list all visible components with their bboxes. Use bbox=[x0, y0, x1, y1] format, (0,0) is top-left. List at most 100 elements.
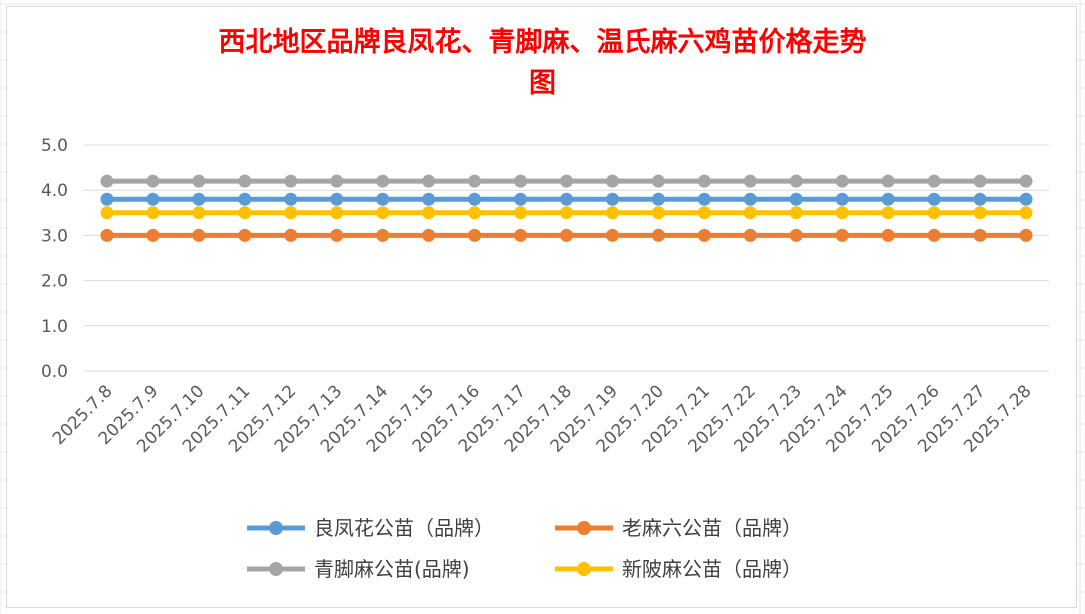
data-point bbox=[973, 192, 987, 206]
legend-label: 老麻六公苗（品牌） bbox=[622, 516, 802, 540]
legend-label: 青脚麻公苗(品牌) bbox=[314, 557, 470, 581]
data-point bbox=[881, 228, 895, 242]
chart-title-line-1: 西北地区品牌良凤花、青脚麻、温氏麻六鸡苗价格走势 bbox=[218, 27, 867, 58]
data-point bbox=[468, 228, 482, 242]
data-point bbox=[697, 192, 711, 206]
data-point bbox=[284, 206, 298, 220]
data-point bbox=[927, 228, 941, 242]
y-tick-label: 0.0 bbox=[41, 362, 68, 382]
data-point bbox=[973, 206, 987, 220]
data-point bbox=[146, 228, 160, 242]
data-point bbox=[100, 174, 114, 188]
data-point bbox=[238, 192, 252, 206]
data-point bbox=[330, 174, 344, 188]
legend-swatch-marker bbox=[577, 521, 591, 535]
data-point bbox=[927, 174, 941, 188]
data-point bbox=[881, 192, 895, 206]
data-point bbox=[468, 206, 482, 220]
data-point bbox=[1019, 192, 1033, 206]
data-point bbox=[192, 174, 206, 188]
data-point bbox=[743, 206, 757, 220]
data-point bbox=[376, 192, 390, 206]
data-point bbox=[192, 228, 206, 242]
data-point bbox=[100, 192, 114, 206]
legend-item[interactable]: 新陂麻公苗（品牌） bbox=[555, 557, 802, 581]
data-point bbox=[468, 174, 482, 188]
data-point bbox=[1019, 174, 1033, 188]
data-point bbox=[422, 192, 436, 206]
data-point bbox=[146, 192, 160, 206]
data-point bbox=[146, 206, 160, 220]
data-point bbox=[422, 228, 436, 242]
data-point bbox=[1019, 228, 1033, 242]
data-point bbox=[789, 174, 803, 188]
data-point bbox=[284, 192, 298, 206]
y-tick-label: 4.0 bbox=[41, 181, 68, 201]
data-point bbox=[651, 206, 665, 220]
y-tick-label: 3.0 bbox=[41, 226, 68, 246]
data-point bbox=[927, 192, 941, 206]
data-point bbox=[743, 228, 757, 242]
data-point bbox=[881, 174, 895, 188]
data-point bbox=[835, 206, 849, 220]
legend-swatch-marker bbox=[577, 562, 591, 576]
data-point bbox=[743, 174, 757, 188]
legend-label: 新陂麻公苗（品牌） bbox=[622, 557, 802, 581]
data-point bbox=[514, 206, 528, 220]
data-point bbox=[514, 174, 528, 188]
y-tick-label: 2.0 bbox=[41, 272, 68, 292]
data-point bbox=[330, 206, 344, 220]
data-point bbox=[835, 228, 849, 242]
legend-item[interactable]: 老麻六公苗（品牌） bbox=[555, 516, 802, 540]
legend-label: 良凤花公苗（品牌） bbox=[314, 516, 494, 540]
legend-item[interactable]: 良凤花公苗（品牌） bbox=[247, 516, 494, 540]
data-point bbox=[697, 228, 711, 242]
data-point bbox=[789, 192, 803, 206]
data-point bbox=[376, 174, 390, 188]
data-point bbox=[376, 228, 390, 242]
legend-item[interactable]: 青脚麻公苗(品牌) bbox=[247, 557, 470, 581]
data-point bbox=[100, 206, 114, 220]
data-point bbox=[651, 192, 665, 206]
data-point bbox=[238, 174, 252, 188]
data-point bbox=[743, 192, 757, 206]
data-point bbox=[330, 192, 344, 206]
data-point bbox=[560, 206, 573, 220]
data-point bbox=[284, 174, 298, 188]
data-point bbox=[560, 228, 573, 242]
y-tick-label: 1.0 bbox=[41, 317, 68, 337]
data-point bbox=[238, 228, 252, 242]
data-point bbox=[238, 206, 252, 220]
data-point bbox=[100, 228, 114, 242]
data-point bbox=[605, 228, 619, 242]
data-point bbox=[560, 192, 573, 206]
data-point bbox=[560, 174, 573, 188]
data-point bbox=[330, 228, 344, 242]
legend-swatch-marker bbox=[269, 562, 283, 576]
data-point bbox=[192, 206, 206, 220]
data-point bbox=[881, 206, 895, 220]
chart-area[interactable] bbox=[6, 6, 1077, 608]
data-point bbox=[468, 192, 482, 206]
data-point bbox=[605, 206, 619, 220]
data-point bbox=[284, 228, 298, 242]
data-point bbox=[514, 192, 528, 206]
data-point bbox=[422, 206, 436, 220]
data-point bbox=[1019, 206, 1033, 220]
data-point bbox=[376, 206, 390, 220]
data-point bbox=[835, 192, 849, 206]
data-point bbox=[697, 206, 711, 220]
data-point bbox=[192, 192, 206, 206]
data-point bbox=[973, 174, 987, 188]
data-point bbox=[973, 228, 987, 242]
data-point bbox=[789, 228, 803, 242]
data-point bbox=[651, 174, 665, 188]
y-tick-label: 5.0 bbox=[41, 136, 68, 156]
data-point bbox=[927, 206, 941, 220]
data-point bbox=[605, 174, 619, 188]
data-point bbox=[651, 228, 665, 242]
data-point bbox=[835, 174, 849, 188]
legend-swatch-marker bbox=[269, 521, 283, 535]
data-point bbox=[697, 174, 711, 188]
